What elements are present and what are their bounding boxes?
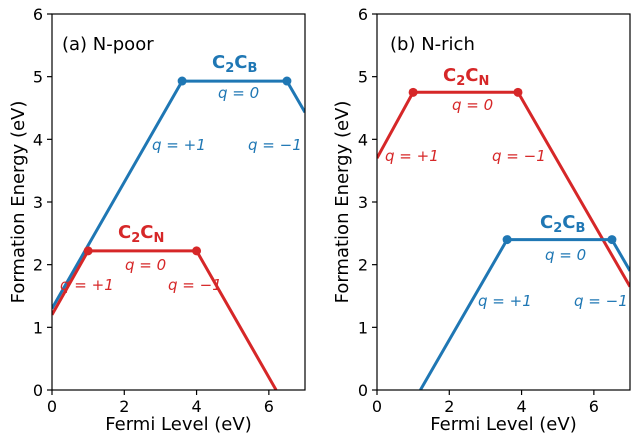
transition-point	[83, 246, 93, 256]
x-tick-label: 6	[589, 397, 599, 416]
charge-label: q = −1	[168, 276, 222, 294]
charge-label: q = −1	[248, 136, 302, 154]
transition-point	[607, 235, 617, 245]
species-label: C2CN	[443, 65, 489, 89]
y-axis-label: Formation Energy (eV)	[8, 101, 29, 304]
y-tick-label: 6	[33, 5, 43, 24]
charge-label: q = 0	[125, 256, 166, 274]
series-line-0	[52, 79, 305, 310]
charge-label: q = +1	[385, 147, 439, 165]
species-label: C2CB	[212, 52, 257, 76]
y-tick-label: 4	[358, 130, 368, 149]
x-axis-label: Fermi Level (eV)	[430, 414, 576, 434]
y-tick-label: 2	[33, 256, 43, 275]
axes-frame	[376, 13, 631, 391]
transition-point	[408, 87, 418, 97]
panel-label: (b) N-rich	[390, 34, 475, 55]
transition-point	[192, 246, 202, 256]
charge-label: q = +1	[152, 136, 206, 154]
y-tick-label: 5	[358, 68, 368, 87]
transition-point	[513, 87, 523, 97]
species-label: C2CN	[118, 222, 164, 246]
charge-label: q = −1	[574, 292, 628, 310]
x-tick-label: 4	[191, 397, 201, 416]
y-tick-label: 0	[33, 381, 43, 400]
y-tick-label: 1	[358, 318, 368, 337]
y-tick-label: 3	[33, 193, 43, 212]
y-tick-label: 5	[33, 68, 43, 87]
x-axis-label: Fermi Level (eV)	[105, 414, 251, 434]
charge-label: q = 0	[452, 96, 493, 114]
charge-label: q = +1	[60, 276, 114, 294]
x-tick-label: 0	[47, 397, 57, 416]
panel-n-rich: q = +1 q = 0 q = −1 C2CN q = +1 q = 0 q = −1 C2…	[332, 5, 631, 434]
charge-label: q = −1	[492, 147, 546, 165]
x-tick-label: 6	[264, 397, 274, 416]
charge-label: q = +1	[478, 292, 532, 310]
y-axis-label: Formation Energy (eV)	[332, 101, 353, 304]
x-tick-label: 2	[119, 397, 129, 416]
x-tick-label: 4	[516, 397, 526, 416]
panel-label: (a) N-poor	[62, 34, 154, 55]
y-tick-label: 6	[358, 5, 368, 24]
transition-point	[502, 235, 512, 245]
y-tick-label: 1	[33, 318, 43, 337]
transition-point	[177, 76, 187, 86]
charge-label: q = 0	[545, 246, 586, 264]
transition-point	[282, 76, 292, 86]
x-tick-label: 0	[372, 397, 382, 416]
series-line-1	[52, 249, 278, 390]
charge-label: q = 0	[218, 84, 259, 102]
y-tick-label: 2	[358, 256, 368, 275]
y-tick-label: 3	[358, 193, 368, 212]
x-tick-label: 2	[444, 397, 454, 416]
series-line-0	[377, 90, 630, 288]
species-label: C2CB	[540, 212, 585, 236]
axes-frame	[51, 13, 306, 391]
y-tick-label: 0	[358, 381, 368, 400]
y-tick-label: 4	[33, 130, 43, 149]
series-line-1	[419, 238, 630, 390]
